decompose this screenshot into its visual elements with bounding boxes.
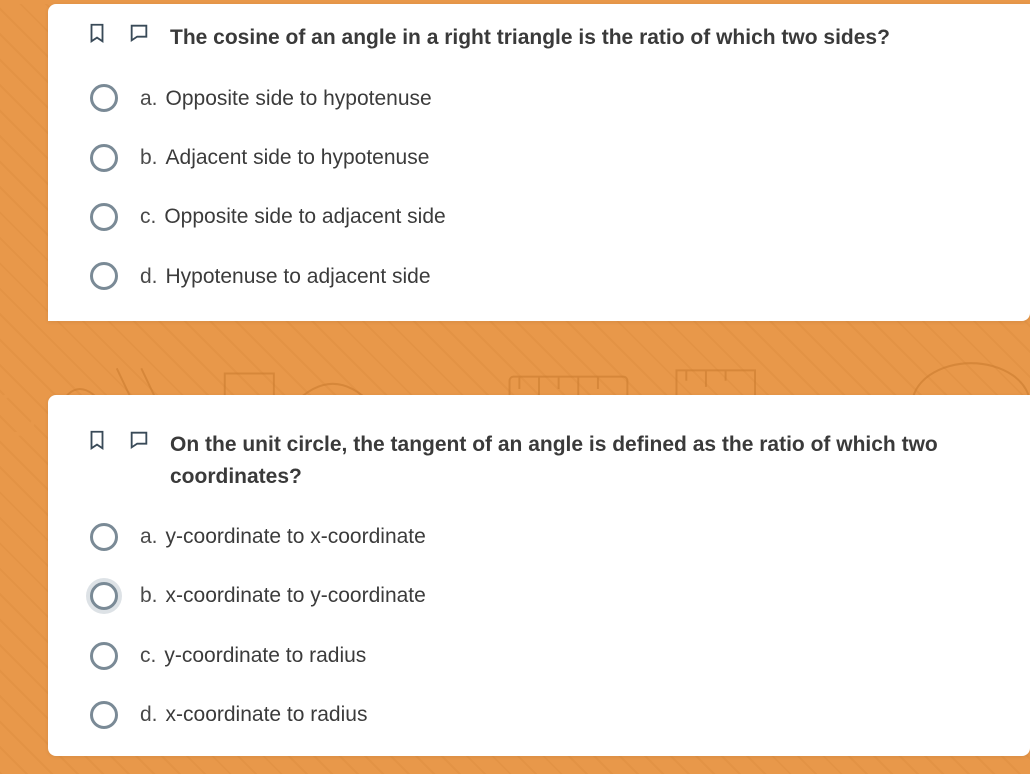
option-text: Opposite side to adjacent side	[164, 202, 445, 231]
option-label: d. Hypotenuse to adjacent side	[140, 262, 431, 291]
option-label: d. x-coordinate to radius	[140, 700, 367, 729]
options-list: a. y-coordinate to x-coordinate b. x-coo…	[78, 522, 1008, 730]
option-label: a. y-coordinate to x-coordinate	[140, 522, 426, 551]
option-text: Adjacent side to hypotenuse	[166, 143, 430, 172]
radio-icon[interactable]	[90, 523, 118, 551]
option-b[interactable]: b. Adjacent side to hypotenuse	[90, 143, 1008, 172]
comment-icon[interactable]	[128, 429, 150, 456]
option-label: c. y-coordinate to radius	[140, 641, 366, 670]
option-letter: d.	[140, 262, 158, 291]
option-b[interactable]: b. x-coordinate to y-coordinate	[90, 581, 1008, 610]
option-text: x-coordinate to radius	[166, 700, 368, 729]
option-text: x-coordinate to y-coordinate	[166, 581, 426, 610]
question-header: On the unit circle, the tangent of an an…	[78, 429, 1008, 492]
question-text: On the unit circle, the tangent of an an…	[170, 429, 1008, 492]
option-text: Hypotenuse to adjacent side	[166, 262, 431, 291]
option-text: Opposite side to hypotenuse	[166, 84, 432, 113]
option-letter: c.	[140, 641, 156, 670]
option-label: a. Opposite side to hypotenuse	[140, 84, 432, 113]
option-c[interactable]: c. y-coordinate to radius	[90, 641, 1008, 670]
question-text: The cosine of an angle in a right triang…	[170, 22, 1008, 54]
radio-icon[interactable]	[90, 144, 118, 172]
option-d[interactable]: d. x-coordinate to radius	[90, 700, 1008, 729]
option-a[interactable]: a. y-coordinate to x-coordinate	[90, 522, 1008, 551]
option-text: y-coordinate to radius	[164, 641, 366, 670]
option-letter: b.	[140, 581, 158, 610]
radio-icon[interactable]	[90, 642, 118, 670]
option-c[interactable]: c. Opposite side to adjacent side	[90, 202, 1008, 231]
bookmark-icon[interactable]	[86, 429, 108, 456]
option-letter: c.	[140, 202, 156, 231]
radio-icon[interactable]	[90, 582, 118, 610]
option-letter: d.	[140, 700, 158, 729]
option-letter: a.	[140, 84, 158, 113]
option-letter: a.	[140, 522, 158, 551]
question-card: On the unit circle, the tangent of an an…	[48, 395, 1030, 756]
radio-icon[interactable]	[90, 203, 118, 231]
option-label: b. Adjacent side to hypotenuse	[140, 143, 429, 172]
radio-icon[interactable]	[90, 701, 118, 729]
options-list: a. Opposite side to hypotenuse b. Adjace…	[78, 84, 1008, 292]
option-label: c. Opposite side to adjacent side	[140, 202, 446, 231]
option-letter: b.	[140, 143, 158, 172]
option-d[interactable]: d. Hypotenuse to adjacent side	[90, 262, 1008, 291]
radio-icon[interactable]	[90, 84, 118, 112]
question-card: The cosine of an angle in a right triang…	[48, 4, 1030, 321]
question-header: The cosine of an angle in a right triang…	[78, 22, 1008, 54]
radio-icon[interactable]	[90, 262, 118, 290]
option-label: b. x-coordinate to y-coordinate	[140, 581, 426, 610]
option-text: y-coordinate to x-coordinate	[166, 522, 426, 551]
option-a[interactable]: a. Opposite side to hypotenuse	[90, 84, 1008, 113]
comment-icon[interactable]	[128, 22, 150, 49]
bookmark-icon[interactable]	[86, 22, 108, 49]
